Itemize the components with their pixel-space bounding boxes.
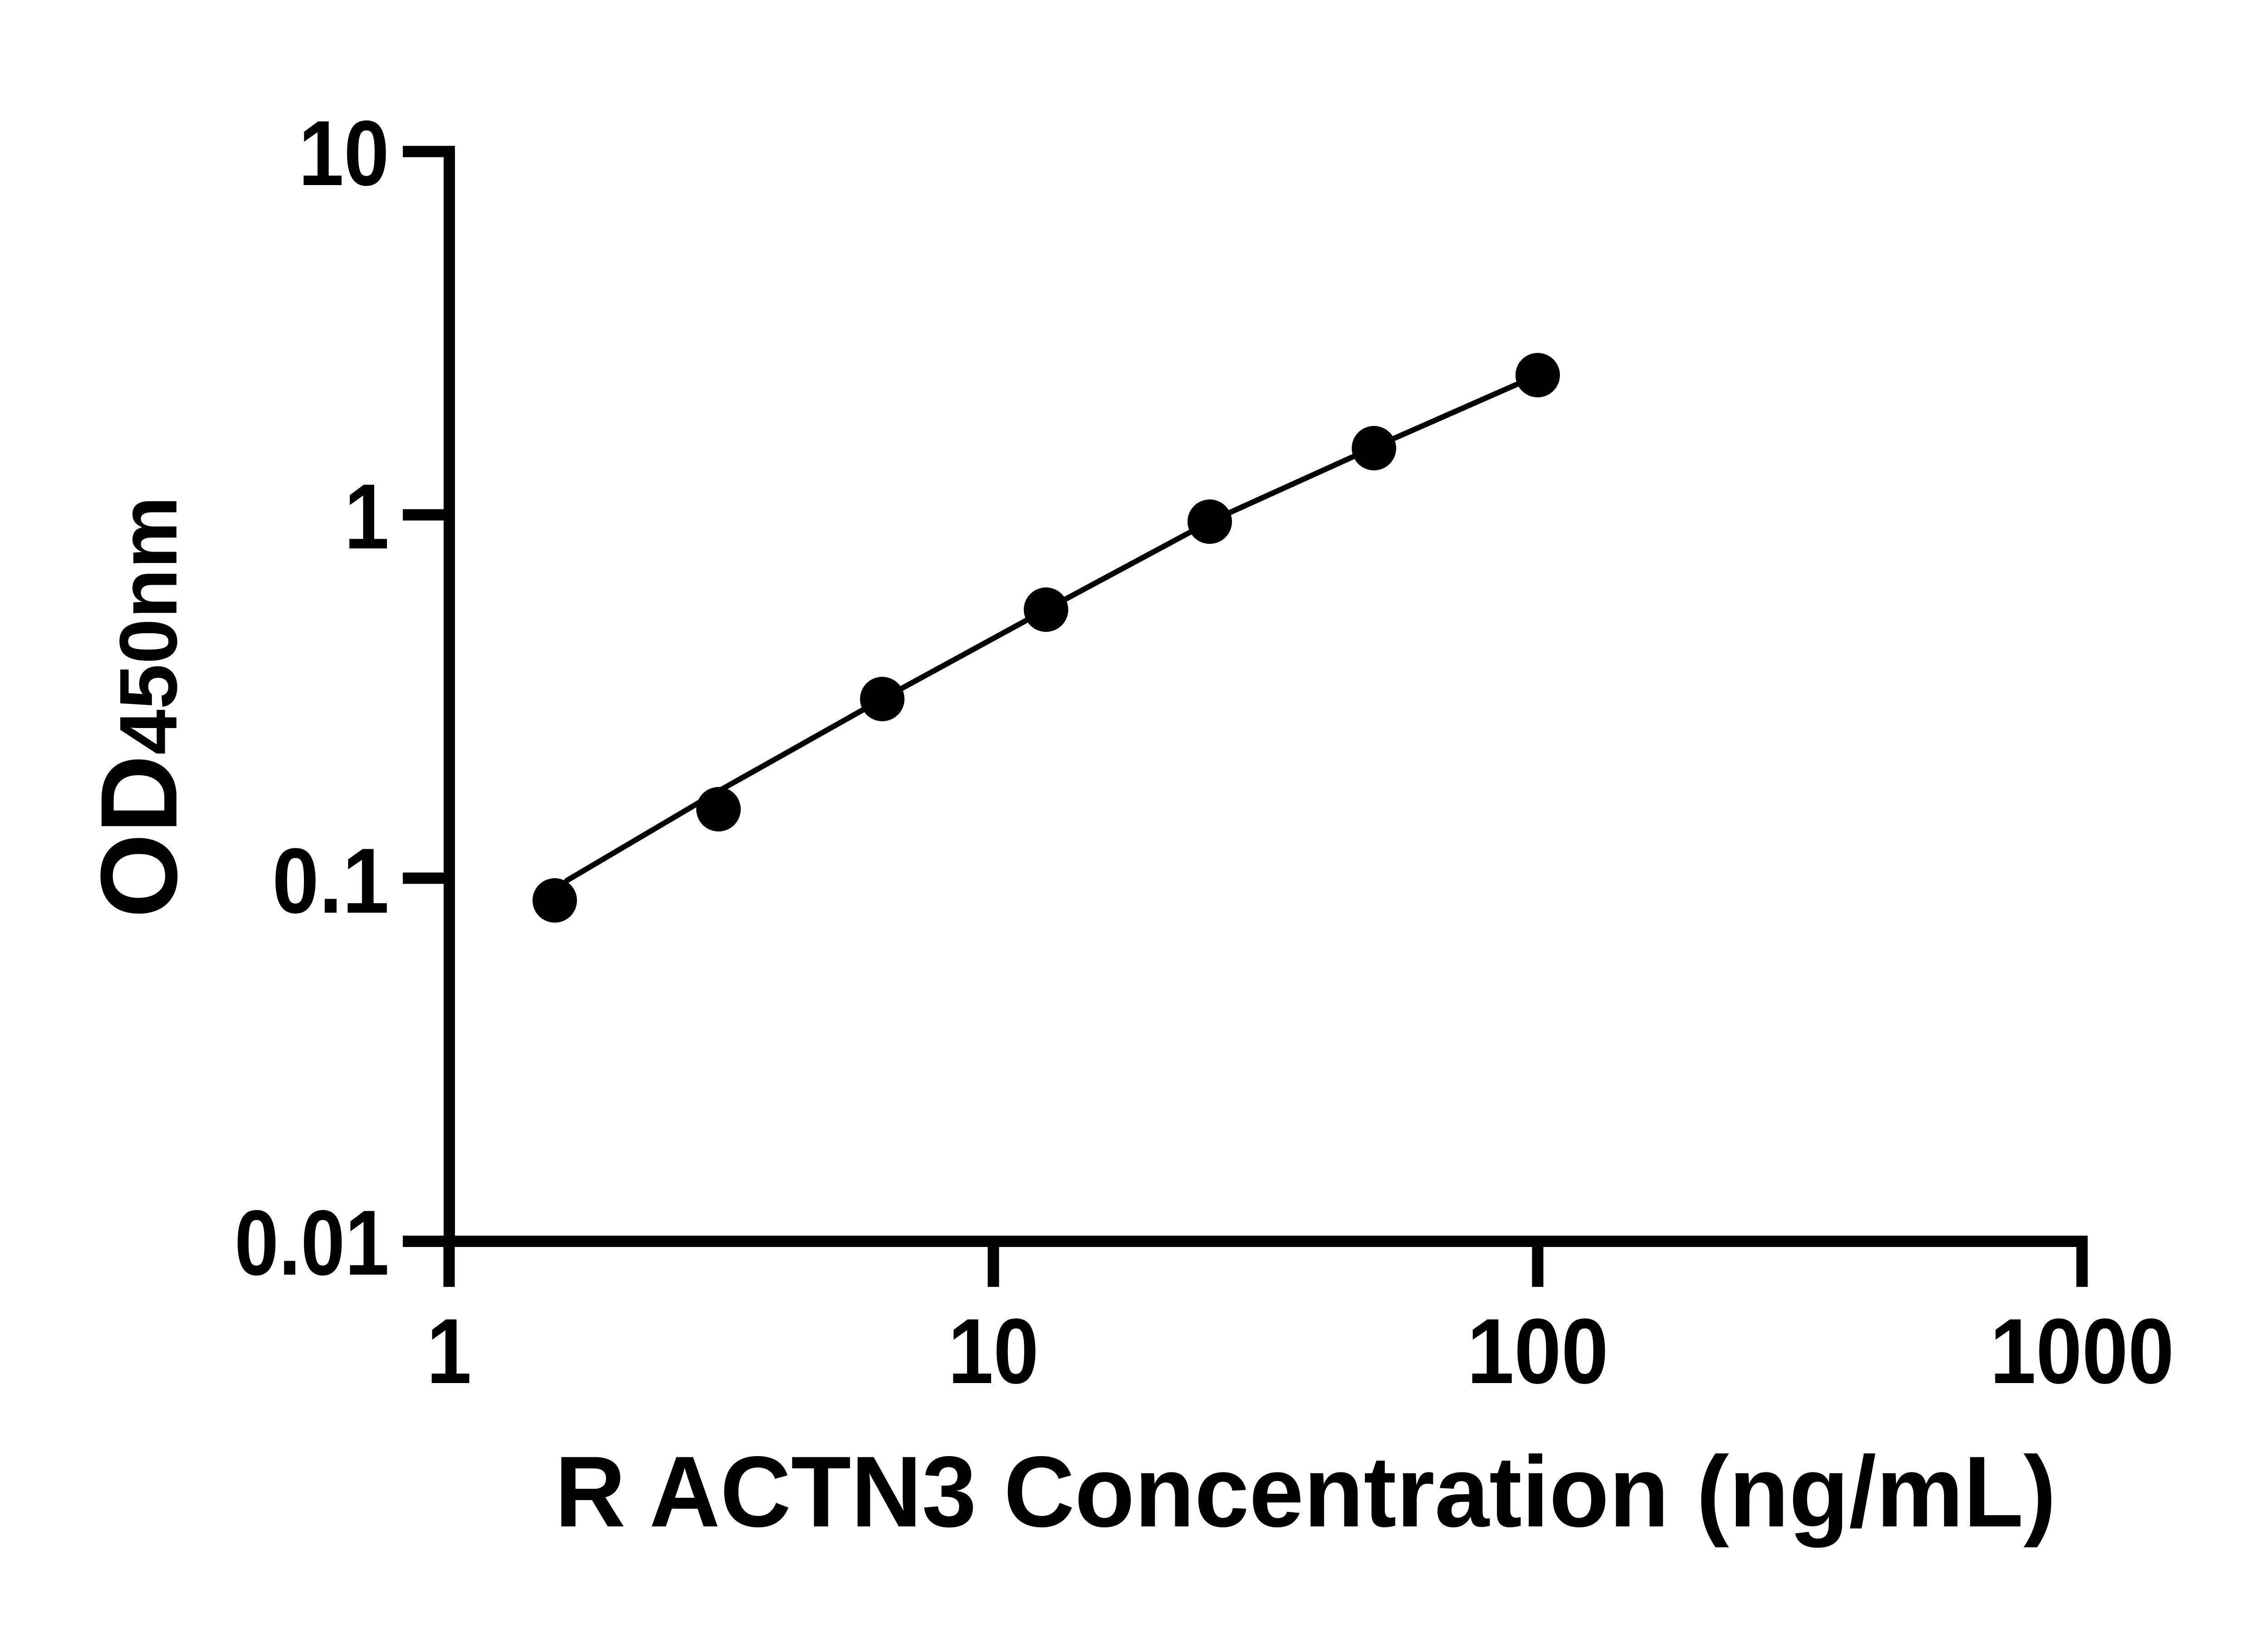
svg-text:1: 1 bbox=[427, 1300, 472, 1403]
svg-text:1: 1 bbox=[344, 465, 389, 568]
svg-text:0.01: 0.01 bbox=[235, 1191, 389, 1295]
svg-text:OD450nm: OD450nm bbox=[78, 496, 200, 918]
svg-text:100: 100 bbox=[1467, 1300, 1608, 1403]
svg-text:0.1: 0.1 bbox=[272, 829, 389, 933]
svg-text:R ACTN3 Concentration (ng/mL): R ACTN3 Concentration (ng/mL) bbox=[555, 1436, 2056, 1548]
svg-text:10: 10 bbox=[298, 102, 389, 205]
svg-text:10: 10 bbox=[948, 1300, 1039, 1403]
svg-text:1000: 1000 bbox=[1990, 1300, 2174, 1403]
